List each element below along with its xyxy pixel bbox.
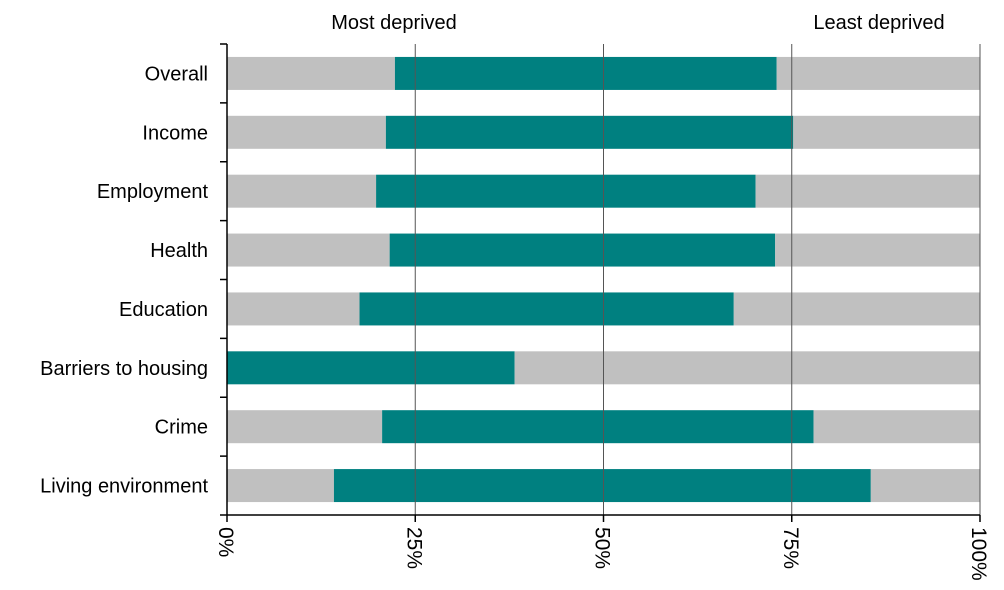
least-deprived-label: Least deprived	[813, 12, 944, 34]
bar-employment-seg-0	[227, 174, 377, 208]
category-label: Overall	[145, 63, 208, 85]
category-label: Crime	[155, 417, 208, 439]
bar-income-seg-1	[385, 115, 794, 149]
category-label: Living environment	[40, 476, 208, 498]
bar-crime-seg-1	[382, 410, 814, 444]
bars-layer	[227, 56, 980, 503]
category-label: Education	[119, 299, 208, 321]
most-deprived-label: Most deprived	[331, 12, 457, 34]
x-tick-label: 0%	[214, 527, 237, 557]
axes	[220, 43, 981, 522]
x-tick-label: 100%	[967, 527, 990, 581]
x-tick-label: 75%	[779, 527, 802, 569]
bar-overall-seg-0	[227, 56, 395, 90]
bar-health-seg-2	[775, 233, 980, 267]
bar-employment-seg-2	[755, 174, 980, 208]
bar-health-seg-1	[389, 233, 776, 267]
bar-income-seg-0	[227, 115, 386, 149]
bar-living-environment-seg-1	[333, 469, 871, 503]
bar-education-seg-2	[733, 292, 980, 326]
bar-income-seg-2	[793, 115, 980, 149]
bar-education-seg-1	[359, 292, 734, 326]
x-tick-label: 25%	[402, 527, 425, 569]
bar-overall-seg-1	[394, 56, 777, 90]
category-label: Employment	[97, 181, 209, 203]
bar-education-seg-0	[227, 292, 360, 326]
labels: Overall Income Employment Health Education Ba…	[40, 63, 990, 580]
bar-living-environment-seg-2	[870, 469, 980, 503]
category-label: Barriers to housing	[40, 358, 208, 380]
bar-employment-seg-1	[376, 174, 756, 208]
gridlines	[414, 44, 981, 515]
bar-barriers-to-housing-seg-2	[514, 351, 980, 385]
bar-crime-seg-2	[813, 410, 980, 444]
bar-health-seg-0	[227, 233, 390, 267]
category-label: Income	[142, 122, 208, 144]
bar-overall-seg-2	[776, 56, 980, 90]
x-tick-label: 50%	[591, 527, 614, 569]
category-label: Health	[150, 240, 208, 262]
bar-barriers-to-housing-seg-1	[227, 351, 515, 385]
bar-living-environment-seg-0	[227, 469, 334, 503]
bar-crime-seg-0	[227, 410, 383, 444]
